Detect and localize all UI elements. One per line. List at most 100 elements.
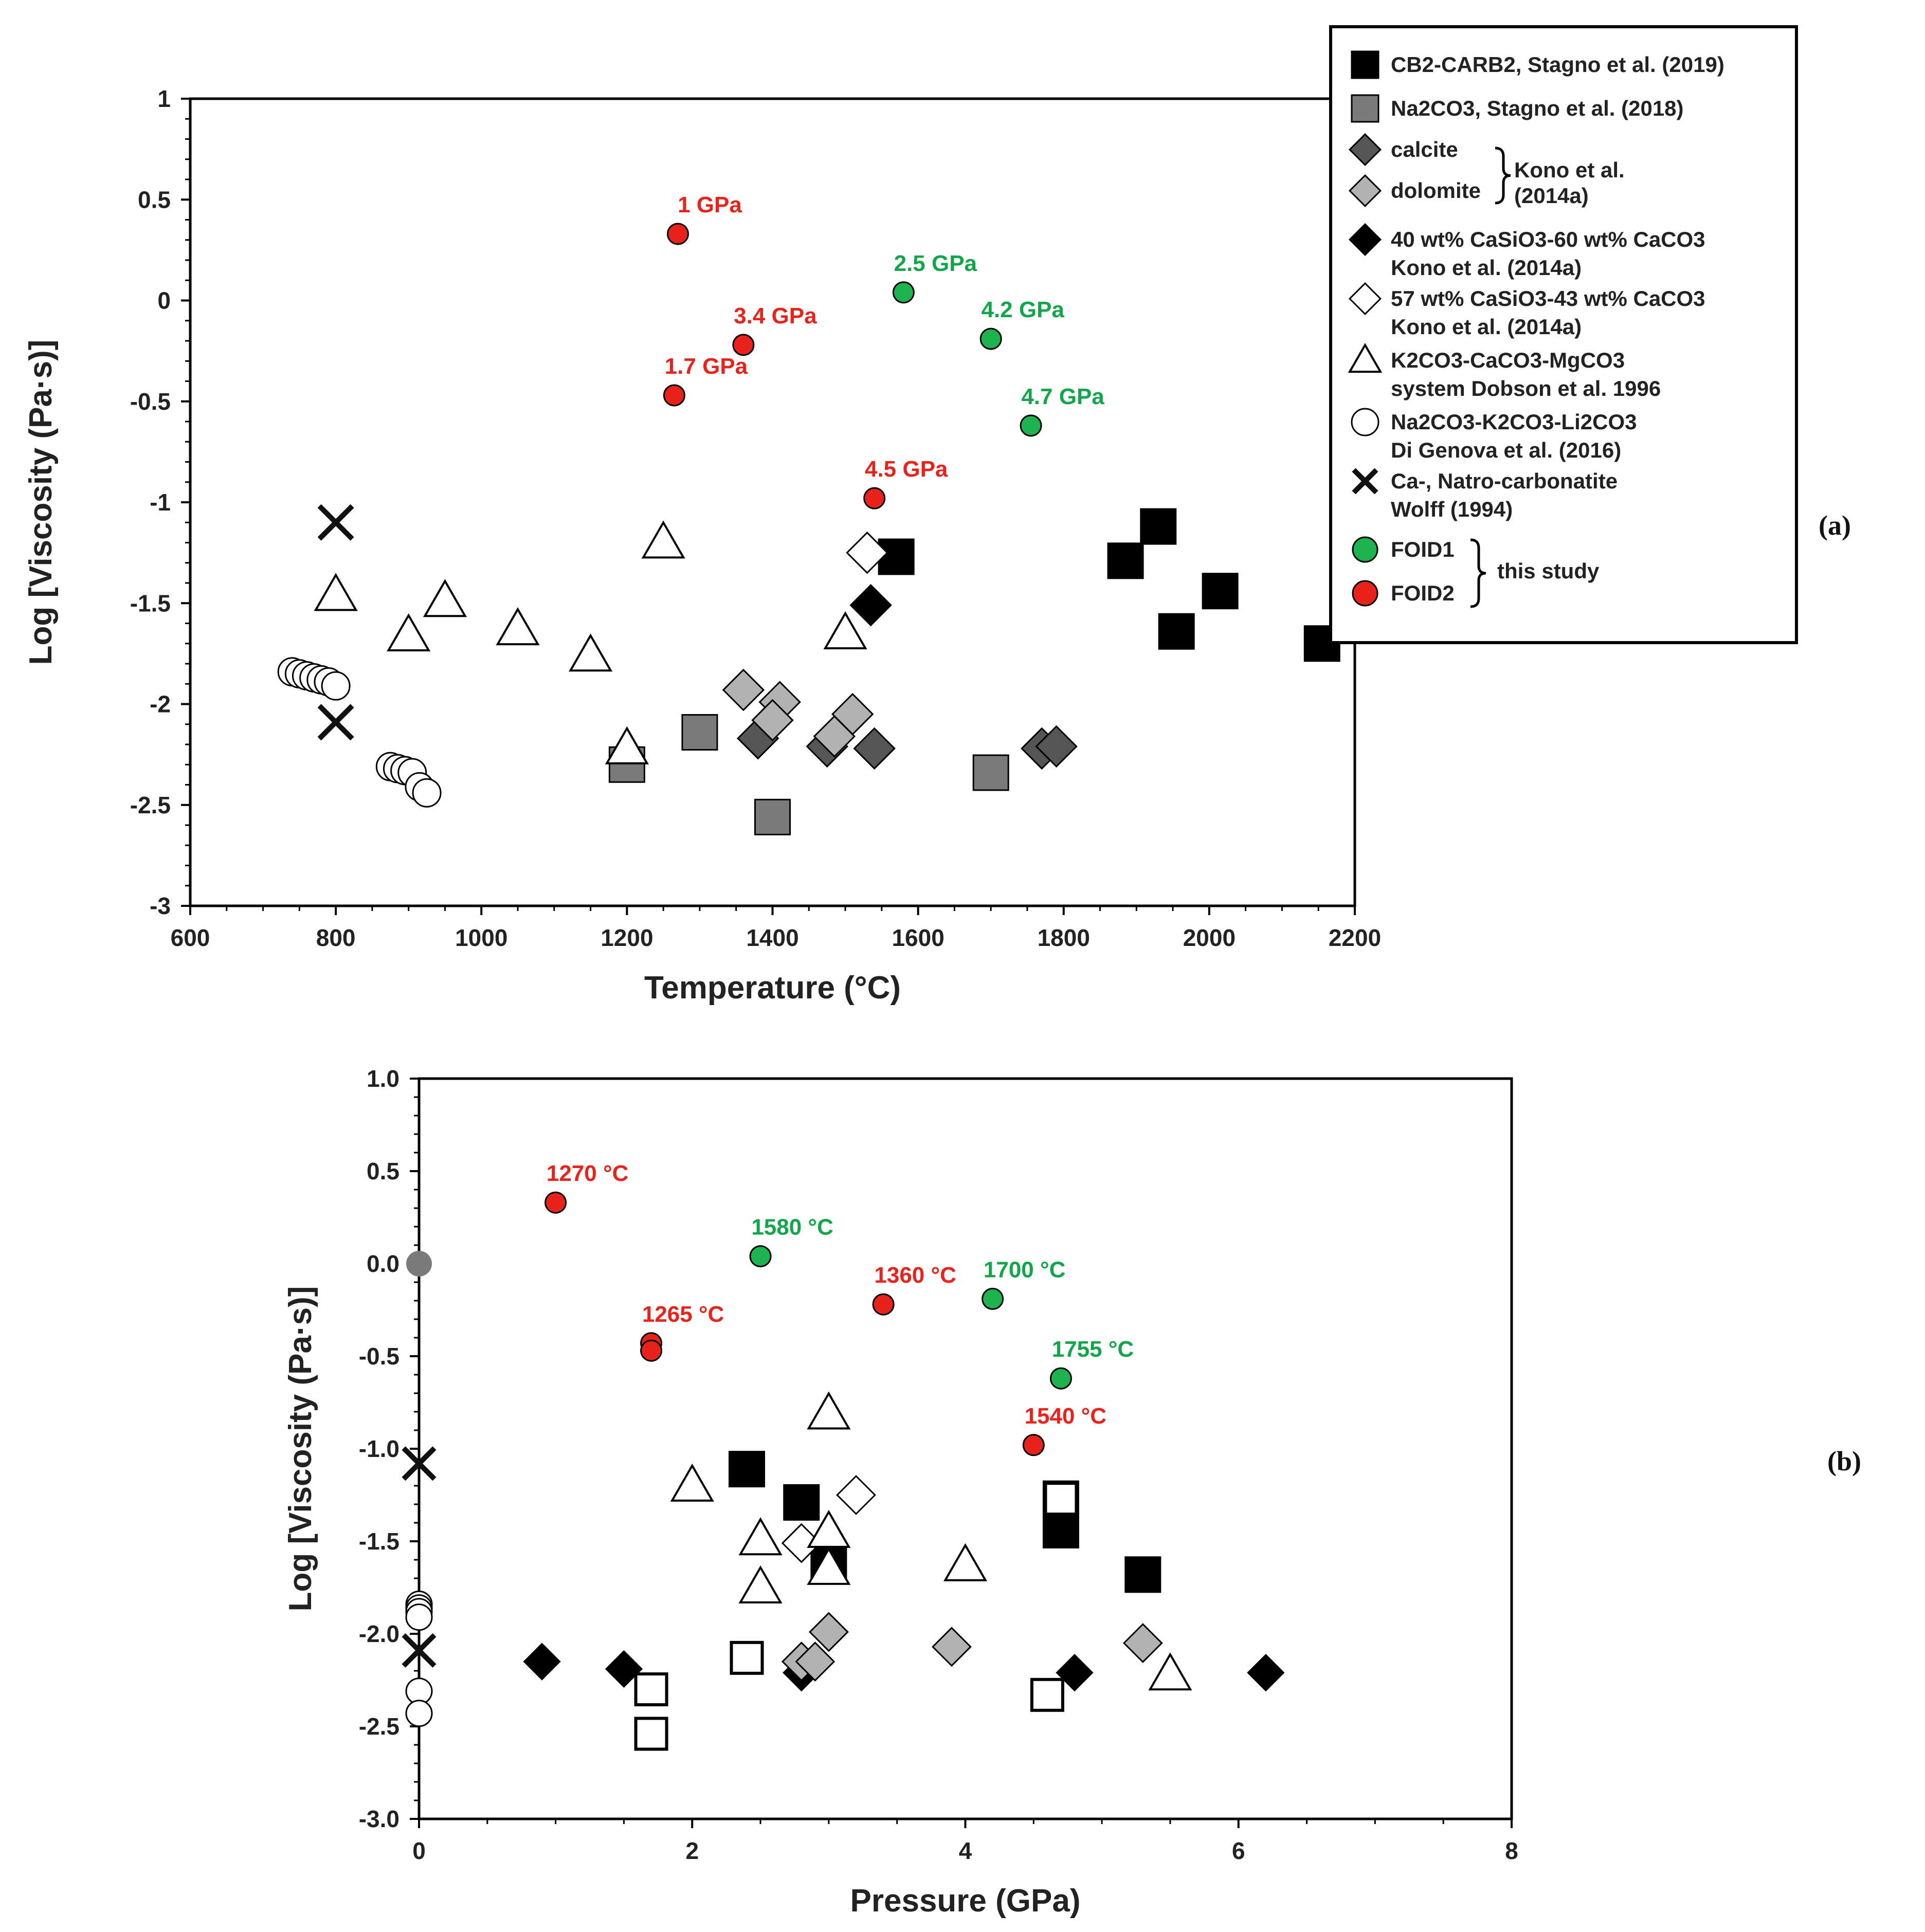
legend-label-foid1: FOID1 (1391, 537, 1455, 561)
legend-label-57wt-1: 57 wt% CaSiO3-43 wt% CaCO3 (1391, 286, 1705, 311)
x-tick-label: 6 (1232, 1837, 1245, 1864)
y-tick-label: -2 (150, 691, 171, 718)
y-tick-label: -0.5 (359, 1343, 399, 1370)
panel-label-a: (a) (1819, 510, 1851, 541)
series-foid2 (663, 223, 886, 509)
data-point (932, 1627, 972, 1667)
series-crosses (402, 1446, 437, 1668)
legend-label-foid2: FOID2 (1391, 581, 1455, 605)
legend-a: CB2-CARB2, Stagno et al. (2019) Na2CO3, S… (1329, 25, 1798, 644)
y-tick-label: -3.0 (359, 1806, 399, 1832)
legend-dobson-marker (1348, 343, 1383, 373)
y-tick-label: -2.0 (359, 1620, 399, 1647)
y-tick-label: -1.5 (130, 590, 171, 616)
series-open-diamonds (781, 1475, 876, 1563)
data-point (670, 1463, 714, 1502)
data-point (605, 726, 649, 764)
series-open-circles (405, 1590, 433, 1727)
point-annotation: 1700 °C (984, 1257, 1065, 1282)
data-point (738, 1517, 783, 1556)
data-point (402, 1446, 437, 1481)
data-point (1122, 1623, 1163, 1663)
y-tick-label: -1.0 (359, 1435, 399, 1462)
data-point (317, 704, 354, 741)
x-tick-label: 1800 (1038, 924, 1090, 951)
data-point (605, 1650, 643, 1688)
data-point (849, 584, 892, 627)
x-tick-label: 1400 (746, 924, 798, 951)
legend-label-dobson-2: system Dobson et al. 1996 (1391, 376, 1661, 400)
data-point (1042, 1511, 1079, 1548)
series-gray-dot (406, 1251, 432, 1277)
legend-label-kono-2: (2014a) (1514, 184, 1589, 208)
legend-foid2-marker (1352, 580, 1378, 607)
legend-57wt-marker (1348, 282, 1382, 316)
point-annotation: 1270 °C (547, 1161, 628, 1186)
data-point (1035, 725, 1078, 768)
data-point (640, 1339, 663, 1362)
data-point (982, 1287, 1004, 1310)
data-point (972, 754, 1009, 791)
data-point (314, 573, 358, 611)
point-annotation: 1755 °C (1052, 1337, 1134, 1362)
point-annotation: 3.4 GPa (734, 303, 817, 329)
data-point (807, 1546, 851, 1585)
data-point (681, 714, 718, 751)
series-na2co3-stagno-et-al-2018- (608, 714, 1009, 835)
series-dolomite (722, 668, 874, 758)
legend-brace (1470, 538, 1486, 608)
data-point (863, 487, 886, 509)
data-point (751, 699, 794, 742)
data-point (754, 798, 791, 835)
x-tick-label: 8 (1505, 1837, 1518, 1864)
x-tick-label: 2 (685, 1837, 699, 1864)
data-point (387, 613, 431, 651)
data-point (317, 504, 354, 541)
series-40-wt-casio3-60-wt-caco3 (849, 584, 892, 627)
series-foid2 (544, 1191, 1045, 1456)
data-point (1044, 1482, 1078, 1516)
data-point (853, 727, 896, 770)
legend-wolff-marker (1352, 468, 1378, 495)
data-point (1022, 1434, 1045, 1456)
series-57-wt-casio3-43-wt-caco3 (846, 531, 888, 574)
data-point (836, 1475, 876, 1515)
data-point (1148, 1652, 1192, 1691)
y-tick-label: -3 (150, 892, 171, 919)
data-point (722, 668, 765, 712)
y-tick-label: -2.5 (130, 792, 171, 818)
y-axis-label: Log [Viscosity (Pa·s)] (23, 340, 59, 665)
y-tick-label: -1 (150, 489, 171, 516)
data-point (783, 1484, 820, 1521)
legend-label-kono-1: Kono et al. (1514, 158, 1625, 182)
legend-label-calcite: calcite (1391, 137, 1458, 161)
plot-frame (417, 1077, 1513, 1820)
data-point (405, 1603, 433, 1631)
x-tick-label: 1200 (601, 924, 653, 951)
data-point (402, 1633, 437, 1668)
y-tick-label: 0.5 (367, 1158, 399, 1184)
data-point (1020, 414, 1042, 437)
point-annotation: 2.5 GPa (894, 251, 977, 276)
legend-label-57wt-2: Kono et al. (2014a) (1391, 315, 1582, 339)
data-point (1158, 613, 1195, 650)
point-annotation: 4.7 GPa (1021, 384, 1104, 409)
legend-label-40wt-2: Kono et al. (2014a) (1391, 256, 1582, 280)
data-point (872, 1293, 895, 1316)
panel-label-b: (b) (1827, 1446, 1861, 1477)
legend-brace (1495, 147, 1511, 205)
legend-label-dobson-1: K2CO3-CaCO3-MgCO3 (1391, 348, 1625, 372)
point-annotation: 1.7 GPa (665, 354, 748, 379)
y-tick-label: -2.5 (359, 1713, 399, 1740)
series-cb2-carb2-stagno-et-al-2019- (878, 508, 1340, 662)
data-point (666, 223, 689, 245)
data-point (412, 778, 442, 808)
data-point (807, 1391, 851, 1430)
data-point (738, 1565, 783, 1603)
point-annotation: 1265 °C (642, 1302, 724, 1327)
data-point (1049, 1367, 1072, 1390)
point-annotation: 1 GPa (678, 192, 742, 217)
x-axis-label: Temperature (°C) (644, 970, 901, 1006)
chart-b: 0 2 4 6 8 1.0 0.5 0.0 -0.5 -1.0 -1.5 -2.0 -2.5 -3.0 Pr… (283, 1065, 1518, 1919)
data-point (321, 671, 351, 701)
